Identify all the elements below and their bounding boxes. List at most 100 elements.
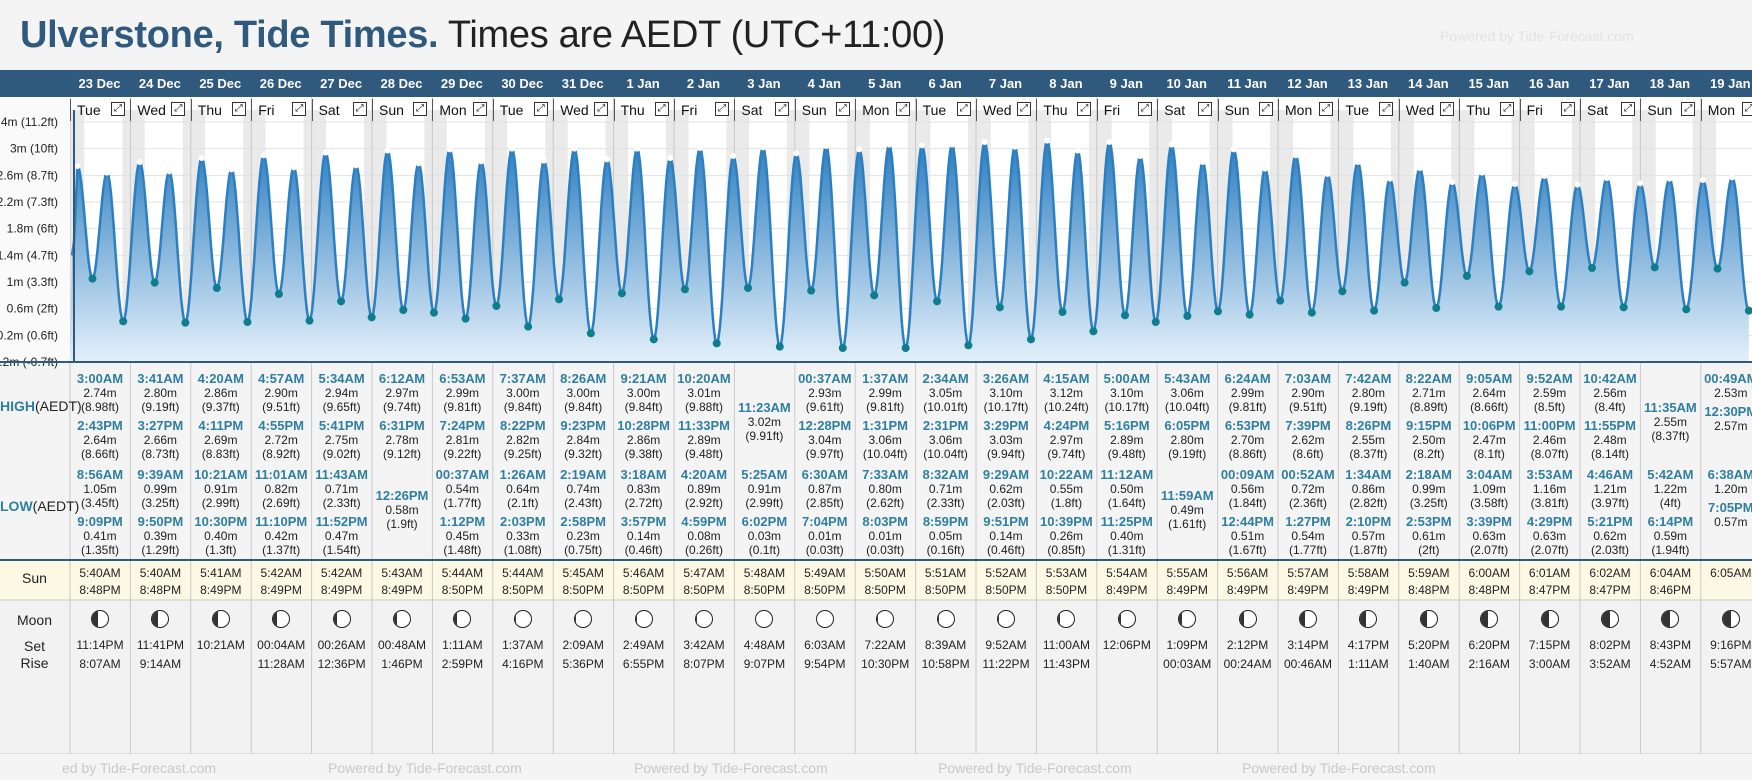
high-tide-entry: 3:26AM 3.10m (10.17ft) <box>976 371 1036 414</box>
high-tide-entry: 6:31PM 2.78m (9.12ft) <box>372 418 432 461</box>
low-tide-entry: 11:59AM 0.49m (1.61ft) <box>1157 488 1217 531</box>
sunset-time: 8:47PM <box>1528 583 1571 597</box>
tide-time: 9:09PM <box>77 514 123 529</box>
expand-icon[interactable]: ⤢ <box>231 102 246 116</box>
moonrise-time: 11:43PM <box>1042 657 1090 671</box>
low-tide-entry: 2:53PM 0.61m (2ft) <box>1399 514 1459 557</box>
tide-height-ft: (9.51ft) <box>1288 400 1327 414</box>
moon-phase-shade <box>1602 611 1610 627</box>
high-tide-entry: 7:39PM 2.62m (8.6ft) <box>1278 418 1338 461</box>
expand-icon[interactable]: ⤢ <box>292 102 307 116</box>
low-tide-point <box>492 302 501 310</box>
expand-icon[interactable]: ⤢ <box>1681 102 1696 116</box>
tide-height-ft: (2.62ft) <box>866 496 905 510</box>
expand-icon[interactable]: ⤢ <box>111 102 125 116</box>
weekday-cell: Wed ⤢ <box>1398 99 1459 121</box>
expand-icon[interactable]: ⤢ <box>956 102 971 116</box>
sunset-time: 8:49PM <box>1166 583 1208 597</box>
sunrise-time: 5:42AM <box>320 566 363 580</box>
expand-icon[interactable]: ⤢ <box>1198 102 1213 116</box>
high-tide-cell: 3:41AM 2.80m (9.19ft) 3:27PM 2.66m (8.73ft) <box>130 371 190 465</box>
low-tide-entry: 1:34AM 0.86m (2.82ft) <box>1338 467 1398 510</box>
tide-height-ft: (2.92ft) <box>684 496 723 510</box>
sunset-time: 8:50PM <box>804 583 846 597</box>
expand-icon[interactable]: ⤢ <box>1379 102 1394 116</box>
tide-height-ft: (2.99ft) <box>201 496 240 510</box>
expand-icon[interactable]: ⤢ <box>533 102 548 116</box>
expand-icon[interactable]: ⤢ <box>413 102 427 116</box>
expand-icon[interactable]: ⤢ <box>171 102 186 116</box>
high-tide-entry: 11:33PM 2.89m (9.48ft) <box>674 418 734 461</box>
sunrise-time: 5:59AM <box>1408 566 1450 580</box>
sunset-time: 8:50PM <box>502 583 544 597</box>
sunset-time: 8:49PM <box>1287 583 1329 597</box>
high-tide-point <box>1666 175 1673 182</box>
expand-icon[interactable]: ⤢ <box>1500 102 1515 116</box>
low-tide-entry: 1:12PM 0.45m (1.48ft) <box>432 514 492 557</box>
tide-time: 5:34AM <box>318 371 365 386</box>
sunrise-time: 5:43AM <box>381 566 423 580</box>
moon-times-cell: 4:48AM 9:07PM <box>734 636 794 674</box>
y-tick-label: 2.6m (8.7ft) <box>0 168 58 182</box>
moonrise-time: 2:16AM <box>1468 657 1510 671</box>
expand-icon[interactable]: ⤢ <box>1017 102 1031 116</box>
tide-height: 2.80m <box>1351 386 1386 400</box>
low-tide-point <box>429 308 438 317</box>
tide-height: 2.59m <box>1532 386 1567 400</box>
low-tide-cell: 3:18AM 0.83m (2.72ft) 3:57PM 0.14m (0.46ft) <box>614 467 674 561</box>
y-tick-label: 1m (3.3ft) <box>7 275 58 289</box>
expand-icon[interactable]: ⤢ <box>775 102 790 116</box>
weekday-label: Sun <box>1647 102 1673 118</box>
low-tide-entry: 11:01AM 0.82m (2.69ft) <box>251 467 311 510</box>
expand-icon[interactable]: ⤢ <box>1077 102 1092 116</box>
moonset-time: 2:49AM <box>622 638 665 652</box>
expand-icon[interactable]: ⤢ <box>896 102 911 116</box>
expand-icon[interactable]: ⤢ <box>1560 102 1575 116</box>
high-tide-point <box>384 147 391 154</box>
low-tide-point <box>274 290 283 298</box>
moon-phase-icon <box>393 610 411 628</box>
expand-icon[interactable]: ⤢ <box>1439 102 1454 116</box>
tide-time: 7:42AM <box>1345 371 1392 386</box>
expand-icon[interactable]: ⤢ <box>654 102 669 116</box>
weekday-label: Tue <box>922 102 947 118</box>
moon-times-cell: 00:48AM 1:46PM <box>372 636 432 674</box>
moon-phase-shade <box>1662 611 1671 627</box>
low-tide-point <box>305 316 314 325</box>
low-tide-cell: 2:19AM 0.74m (2.43ft) 2:58PM 0.23m (0.75ft) <box>553 467 613 561</box>
expand-icon[interactable]: ⤢ <box>1258 102 1273 116</box>
date-header: 27 Dec <box>311 70 371 97</box>
low-tide-point <box>1370 306 1379 315</box>
low-tide-point <box>555 295 564 304</box>
expand-icon[interactable]: ⤢ <box>715 102 729 116</box>
expand-icon[interactable]: ⤢ <box>835 102 850 116</box>
tide-height-ft: (9.32ft) <box>564 447 603 461</box>
tide-height-ft: (9.84ft) <box>564 400 603 414</box>
tide-time: 3:27PM <box>137 418 184 433</box>
y-tick-label: 3m (10ft) <box>10 142 58 156</box>
date-header: 31 Dec <box>553 70 613 97</box>
moon-phase-icon <box>211 610 230 628</box>
expand-icon[interactable]: ⤢ <box>594 102 609 116</box>
moon-phase-icon <box>815 610 834 628</box>
footer-watermark: ed by Tide-Forecast.com Powered by Tide-F… <box>0 758 1752 780</box>
expand-icon[interactable]: ⤢ <box>352 102 367 116</box>
low-tide-entry: 5:42AM 1.22m (4ft) <box>1640 467 1700 510</box>
low-tide-cell: 00:37AM 0.54m (1.77ft) 1:12PM 0.45m (1.48ft) <box>432 467 492 561</box>
expand-icon[interactable]: ⤢ <box>1137 102 1152 116</box>
high-tide-point <box>1199 159 1206 165</box>
expand-icon[interactable]: ⤢ <box>1621 102 1635 116</box>
date-header: 10 Jan <box>1157 70 1217 97</box>
expand-icon[interactable]: ⤢ <box>1741 102 1752 116</box>
sunset-time: 8:50PM <box>441 583 484 597</box>
expand-icon[interactable]: ⤢ <box>1319 102 1333 116</box>
low-tide-point <box>88 274 97 283</box>
high-tide-cell: 9:21AM 3.00m (9.84ft) 10:28PM 2.86m (9.38ft) <box>614 371 674 465</box>
tide-height: 2.48m <box>1593 433 1627 447</box>
weekday-label: Thu <box>1043 102 1068 118</box>
expand-icon[interactable]: ⤢ <box>473 102 488 116</box>
tide-height-ft: (2.33ft) <box>926 496 965 510</box>
tide-height: 0.14m <box>626 529 661 543</box>
tide-height-ft: (10.17ft) <box>1104 400 1150 414</box>
low-tide-entry: 3:53AM 1.16m (3.81ft) <box>1520 467 1580 510</box>
